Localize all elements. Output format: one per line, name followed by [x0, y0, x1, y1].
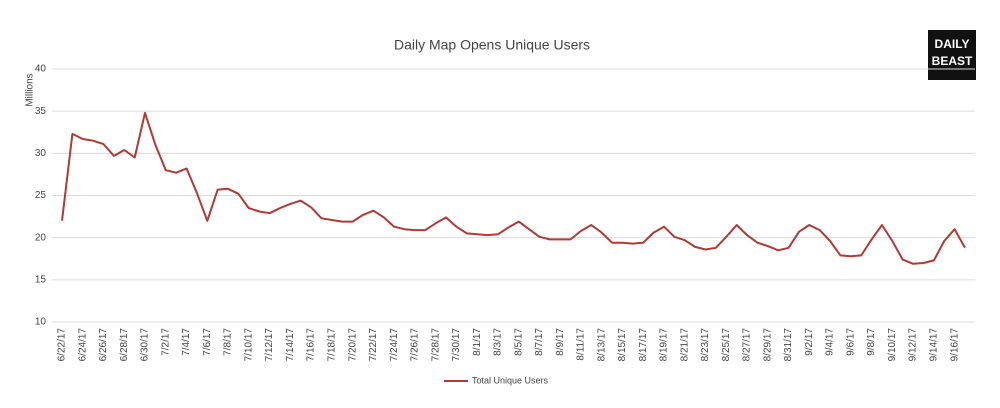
- x-tick-label: 9/2/17: [804, 328, 815, 356]
- x-tick-label: 8/7/17: [534, 328, 545, 356]
- x-tick-label: 6/28/17: [119, 328, 130, 362]
- x-tick-label: 9/16/17: [949, 328, 960, 362]
- x-tick-label: 8/5/17: [513, 328, 524, 356]
- x-tick-label: 9/4/17: [825, 328, 836, 356]
- x-tick-label: 8/9/17: [555, 328, 566, 356]
- x-tick-label: 8/21/17: [679, 328, 690, 362]
- x-tick-label: 8/13/17: [596, 328, 607, 362]
- y-tick-label: 10: [35, 317, 47, 328]
- x-tick-label: 7/20/17: [347, 328, 358, 362]
- x-tick-label: 8/3/17: [493, 328, 504, 356]
- x-tick-label: 8/31/17: [783, 328, 794, 362]
- x-tick-label: 9/10/17: [887, 328, 898, 362]
- x-tick-label: 7/8/17: [223, 328, 234, 356]
- x-tick-label: 7/10/17: [243, 328, 254, 362]
- x-tick-label: 8/1/17: [472, 328, 483, 356]
- x-tick-label: 7/26/17: [410, 328, 421, 362]
- chart-title: Daily Map Opens Unique Users: [394, 37, 590, 53]
- x-tick-label: 7/16/17: [306, 328, 317, 362]
- x-tick-label: 8/29/17: [762, 328, 773, 362]
- y-tick-label: 20: [35, 232, 47, 243]
- x-tick-label: 9/14/17: [929, 328, 940, 362]
- y-tick-label: 40: [35, 64, 47, 75]
- x-tick-label: 9/8/17: [866, 328, 877, 356]
- y-tick-label: 25: [35, 190, 47, 201]
- logo-box: [928, 30, 976, 80]
- data-line: [61, 111, 966, 265]
- x-tick-label: 7/30/17: [451, 328, 462, 362]
- legend-label: Total Unique Users: [472, 375, 549, 385]
- x-tick-label: 7/6/17: [202, 328, 213, 356]
- y-tick-label: 30: [35, 148, 47, 159]
- logo-text: BEAST: [932, 54, 973, 68]
- x-tick-label: 8/23/17: [700, 328, 711, 362]
- x-tick-label: 7/4/17: [181, 328, 192, 356]
- x-tick-label: 9/12/17: [908, 328, 919, 362]
- x-tick-label: 8/15/17: [617, 328, 628, 362]
- x-tick-label: 8/17/17: [638, 328, 649, 362]
- x-tick-label: 7/2/17: [160, 328, 171, 356]
- x-tick-label: 7/24/17: [389, 328, 400, 362]
- x-tick-label: 7/18/17: [327, 328, 338, 362]
- logo-text: DAILY: [935, 37, 970, 51]
- x-tick-label: 8/19/17: [659, 328, 670, 362]
- x-tick-label: 6/22/17: [57, 328, 68, 362]
- x-tick-label: 6/30/17: [140, 328, 151, 362]
- x-tick-label: 7/28/17: [430, 328, 441, 362]
- x-tick-label: 7/12/17: [264, 328, 275, 362]
- y-tick-label: 35: [35, 106, 47, 117]
- x-tick-label: 7/22/17: [368, 328, 379, 362]
- x-tick-label: 8/27/17: [742, 328, 753, 362]
- x-tick-label: 7/14/17: [285, 328, 296, 362]
- x-tick-label: 9/6/17: [845, 328, 856, 356]
- y-tick-label: 15: [35, 274, 47, 285]
- x-tick-label: 8/25/17: [721, 328, 732, 362]
- y-axis-label: Millions: [25, 73, 36, 106]
- x-tick-label: 8/11/17: [576, 328, 587, 361]
- x-tick-label: 6/24/17: [77, 328, 88, 362]
- x-tick-label: 6/26/17: [98, 328, 109, 362]
